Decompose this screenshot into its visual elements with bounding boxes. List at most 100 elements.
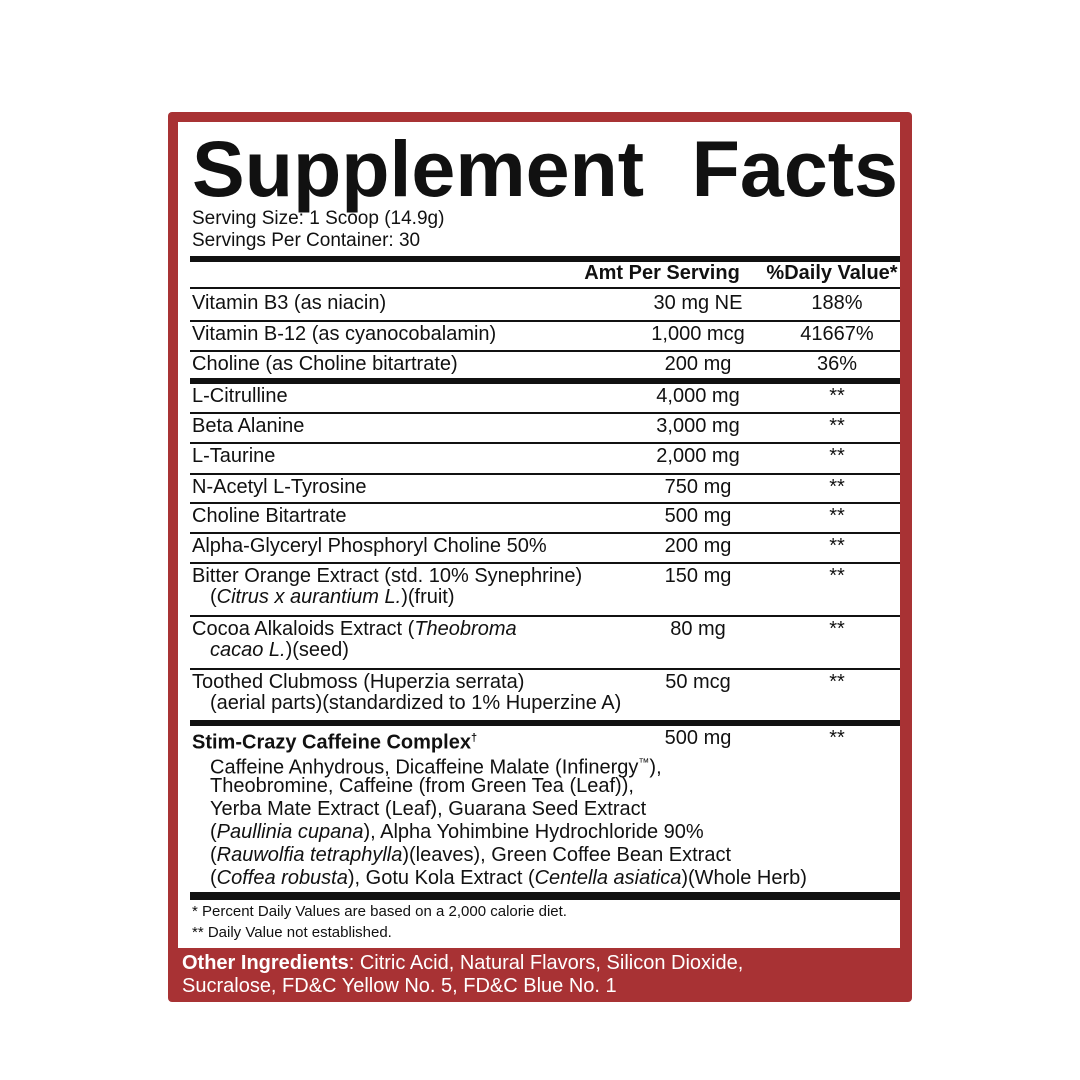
divider — [190, 378, 900, 384]
divider — [190, 502, 900, 504]
facts-panel: Supplement Facts Serving Size: 1 Scoop (… — [178, 122, 900, 948]
botanical-name: Coffea robusta — [216, 867, 348, 889]
botanical-name: Centella asiatica — [534, 867, 682, 889]
detail-text: )(seed) — [285, 639, 349, 661]
ingredient-name: N-Acetyl L-Tyrosine — [192, 477, 367, 498]
name-text: Vitamin B3 (as niacin) — [192, 292, 387, 314]
footnote: * Percent Daily Values are based on a 2,… — [192, 903, 567, 920]
amount: 80 mg — [670, 618, 726, 640]
ingredient-detail: (Citrus x aurantium L.)(fruit) — [210, 587, 455, 608]
line-text: ( — [210, 867, 217, 889]
name-text: N-Acetyl L-Tyrosine — [192, 476, 367, 498]
ingredient-name: L-Citrulline — [192, 386, 288, 407]
amount: 50 mcg — [665, 671, 731, 693]
complex-dv: ** — [829, 727, 845, 749]
daily-value: ** — [829, 385, 845, 407]
daily-value: ** — [829, 476, 845, 498]
name-text: Bitter Orange Extract (std. 10% Synephri… — [192, 565, 583, 587]
amount: 200 mg — [664, 353, 732, 375]
name-text: L-Taurine — [192, 445, 276, 467]
detail-text: )(fruit) — [401, 586, 455, 608]
daily-value: ** — [829, 618, 845, 640]
detail-italic: cacao L. — [210, 639, 286, 661]
name-text: Vitamin B-12 (as cyanocobalamin) — [192, 323, 497, 345]
amount: 750 mg — [664, 476, 732, 498]
daily-value: ** — [829, 565, 845, 587]
name-text: Beta Alanine — [192, 415, 305, 437]
line-text: Theobromine, Caffeine (from Green Tea (L… — [210, 775, 634, 797]
amount-header: Amt Per Serving — [584, 262, 740, 284]
line-text: ), Alpha Yohimbine Hydrochloride 90% — [363, 821, 704, 843]
divider — [190, 668, 900, 670]
supplement-facts-label: Supplement Facts Serving Size: 1 Scoop (… — [168, 112, 912, 1002]
amount: 500 mg — [664, 505, 732, 527]
complex-ingredient-line: Caffeine Anhydrous, Dicaffeine Malate (I… — [210, 752, 662, 780]
divider — [190, 320, 900, 322]
daily-value: 41667% — [800, 323, 874, 345]
divider — [190, 720, 900, 726]
other-ingredients-text: : Citric Acid, Natural Flavors, Silicon … — [348, 952, 744, 974]
ingredient-name: Bitter Orange Extract (std. 10% Synephri… — [192, 566, 582, 587]
line-text: )(Whole Herb) — [681, 867, 807, 889]
name-text: Alpha-Glyceryl Phosphoryl Choline 50% — [192, 535, 547, 557]
divider — [190, 615, 900, 617]
amount: 1,000 mcg — [651, 323, 745, 345]
complex-name: Stim-Crazy Caffeine Complex — [192, 731, 471, 754]
divider — [190, 412, 900, 414]
label-title: Supplement Facts — [192, 124, 898, 214]
ingredient-name: Vitamin B3 (as niacin) — [192, 293, 386, 314]
divider — [190, 350, 900, 352]
dagger: † — [470, 732, 478, 744]
amount: 200 mg — [664, 535, 732, 557]
divider — [190, 442, 900, 444]
daily-value: 188% — [811, 292, 863, 314]
ingredient-name: Toothed Clubmoss (Huperzia serrata) — [192, 672, 524, 693]
daily-value: ** — [829, 415, 845, 437]
divider — [190, 892, 900, 900]
name-text: Choline (as Choline bitartrate) — [192, 353, 458, 375]
ingredient-name: Beta Alanine — [192, 416, 304, 437]
title-word: Facts — [691, 124, 898, 213]
name-text: Cocoa Alkaloids Extract ( — [192, 618, 415, 640]
ingredient-name: Choline Bitartrate — [192, 506, 347, 527]
ingredient-name: Alpha-Glyceryl Phosphoryl Choline 50% — [192, 536, 547, 557]
ingredient-name: Cocoa Alkaloids Extract (Theobroma — [192, 619, 517, 640]
footnote: ** Daily Value not established. — [192, 924, 392, 941]
other-ingredients-label: Other Ingredients — [182, 952, 349, 974]
divider — [190, 287, 900, 289]
botanical-name: Paullinia cupana — [216, 821, 364, 843]
name-italic: Theobroma — [414, 618, 517, 640]
line-text: Caffeine Anhydrous, Dicaffeine Malate (I… — [210, 756, 639, 779]
daily-value: ** — [829, 535, 845, 557]
daily-value: ** — [829, 671, 845, 693]
complex-ingredient-line: Yerba Mate Extract (Leaf), Guarana Seed … — [210, 798, 646, 821]
amount: 3,000 mg — [656, 415, 740, 437]
ingredient-detail: (aerial parts)(standardized to 1% Huperz… — [210, 693, 621, 714]
line-text: ), Gotu Kola Extract ( — [347, 867, 535, 889]
divider — [190, 256, 900, 262]
line-text: ), — [649, 756, 662, 779]
amount: 30 mg NE — [653, 292, 743, 314]
divider — [190, 562, 900, 564]
detail-text: ( — [210, 586, 217, 608]
name-text: Toothed Clubmoss (Huperzia serrata) — [192, 671, 525, 693]
detail-italic: Citrus x aurantium L. — [216, 586, 402, 608]
serving-size: Serving Size: 1 Scoop (14.9g) — [192, 208, 445, 229]
divider — [190, 532, 900, 534]
line-text: ( — [210, 821, 217, 843]
name-text: Choline Bitartrate — [192, 505, 347, 527]
servings-per-container: Servings Per Container: 30 — [192, 230, 421, 251]
amount: 150 mg — [664, 565, 732, 587]
daily-value: ** — [829, 445, 845, 467]
line-text: Yerba Mate Extract (Leaf), Guarana Seed … — [210, 798, 647, 820]
name-text: L-Citrulline — [192, 385, 288, 407]
dv-header: %Daily Value* — [766, 262, 898, 284]
other-ingredients-text: Sucralose, FD&C Yellow No. 5, FD&C Blue … — [182, 975, 617, 997]
amount: 4,000 mg — [656, 385, 740, 407]
title-word: Supplement — [192, 124, 645, 213]
botanical-name: Rauwolfia tetraphylla — [216, 844, 403, 866]
ingredient-name: L-Taurine — [192, 446, 275, 467]
complex-ingredient-line: (Rauwolfia tetraphylla)(leaves), Green C… — [210, 844, 731, 867]
trademark: ™ — [638, 757, 650, 769]
ingredient-detail: cacao L.)(seed) — [210, 640, 349, 661]
